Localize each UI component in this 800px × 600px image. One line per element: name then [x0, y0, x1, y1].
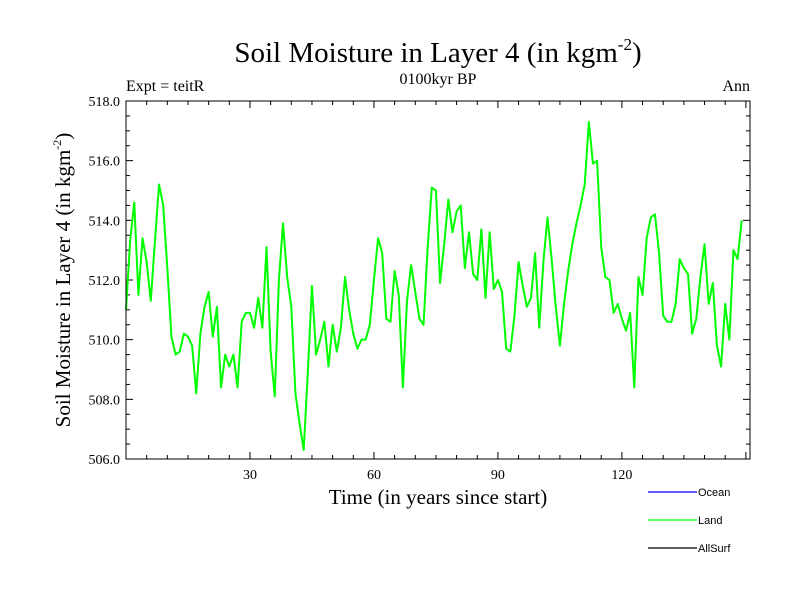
x-tick-label: 30: [243, 468, 257, 483]
y-tick-label: 516.0: [89, 155, 121, 170]
period-label: 0100kyr BP: [400, 71, 477, 88]
x-axis-title: Time (in years since start): [329, 485, 548, 509]
x-tick-label: 120: [611, 468, 632, 483]
x-tick-label: 90: [491, 468, 505, 483]
season-label: Ann: [722, 78, 750, 95]
x-axis: 30 60 90 120: [146, 101, 747, 483]
legend-label-allsurf: AllSurf: [698, 543, 731, 555]
plot-frame: [125, 100, 751, 460]
y-tick-label: 508.0: [89, 393, 121, 408]
legend-label-ocean: Ocean: [698, 487, 730, 499]
y-axis-title-exponent: -2: [50, 140, 64, 150]
y-tick-label: 512.0: [89, 274, 121, 289]
experiment-label: Expt = teitR: [126, 78, 205, 95]
y-axis: 506.0 508.0 510.0 512.0 514.0 516.0 518.0: [89, 95, 750, 468]
y-axis-title: Soil Moisture in Layer 4 (in kgm-2): [50, 133, 75, 428]
y-tick-label: 518.0: [89, 95, 121, 110]
y-tick-label: 506.0: [89, 453, 121, 468]
chart-title: Soil Moisture in Layer 4 (in kgm-2): [234, 35, 641, 69]
legend-label-land: Land: [698, 515, 722, 527]
y-tick-label: 514.0: [89, 214, 121, 229]
x-tick-label: 60: [367, 468, 381, 483]
legend: Ocean Land AllSurf: [648, 487, 731, 555]
series-line-land: [125, 120, 743, 452]
plot-area: [125, 120, 743, 452]
y-tick-label: 510.0: [89, 334, 121, 349]
chart-title-exponent: -2: [618, 35, 632, 54]
